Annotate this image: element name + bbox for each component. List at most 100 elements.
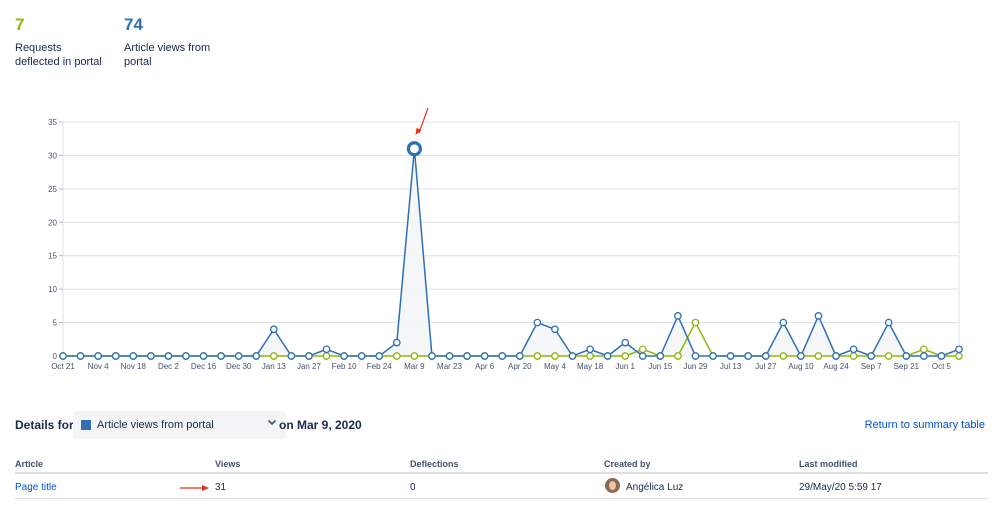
stat-label-line: Requests bbox=[15, 42, 62, 54]
data-point-views[interactable] bbox=[691, 352, 700, 360]
views-area bbox=[63, 148, 959, 356]
data-point-views[interactable] bbox=[902, 352, 911, 360]
x-tick-label: Jan 13 bbox=[262, 362, 287, 371]
data-point-views[interactable] bbox=[920, 352, 928, 360]
data-point-views[interactable] bbox=[709, 352, 717, 360]
x-tick-label: Oct 5 bbox=[932, 362, 952, 371]
data-point-deflected[interactable] bbox=[814, 352, 823, 360]
y-tick-label: 20 bbox=[48, 218, 57, 227]
data-point-views[interactable] bbox=[463, 352, 471, 360]
data-point-views[interactable] bbox=[146, 352, 155, 360]
x-tick-label: May 18 bbox=[577, 362, 604, 371]
data-point-views[interactable] bbox=[164, 352, 173, 360]
x-tick-label: Apr 20 bbox=[508, 362, 532, 371]
details-row: Details for Article views from portal on… bbox=[15, 410, 985, 440]
data-point-views[interactable] bbox=[726, 352, 735, 360]
x-tick-label: Dec 16 bbox=[191, 362, 217, 371]
highlighted-data-point[interactable] bbox=[406, 141, 422, 157]
x-tick-label: Oct 21 bbox=[51, 362, 75, 371]
data-point-views[interactable] bbox=[515, 352, 524, 360]
data-point-deflected[interactable] bbox=[392, 352, 401, 360]
data-point-deflected[interactable] bbox=[533, 352, 542, 360]
x-tick-label: Jul 13 bbox=[720, 362, 742, 371]
data-point-views[interactable] bbox=[59, 352, 67, 360]
data-point-views[interactable] bbox=[480, 352, 489, 360]
x-tick-label: Jan 27 bbox=[297, 362, 322, 371]
data-point-views[interactable] bbox=[779, 318, 788, 327]
data-point-views[interactable] bbox=[445, 352, 454, 360]
data-point-views[interactable] bbox=[551, 325, 559, 334]
x-tick-label: Jul 27 bbox=[755, 362, 777, 371]
data-point-views[interactable] bbox=[111, 352, 120, 360]
data-point-views[interactable] bbox=[797, 352, 805, 360]
data-point-deflected[interactable] bbox=[551, 352, 559, 360]
data-point-views[interactable] bbox=[428, 352, 436, 360]
data-point-views[interactable] bbox=[234, 352, 243, 360]
x-tick-label: Sep 7 bbox=[861, 362, 882, 371]
data-point-views[interactable] bbox=[955, 345, 963, 354]
data-point-deflected[interactable] bbox=[586, 352, 594, 360]
data-point-deflected[interactable] bbox=[691, 318, 700, 327]
data-point-views[interactable] bbox=[849, 345, 858, 354]
data-point-views[interactable] bbox=[568, 352, 577, 360]
data-point-views[interactable] bbox=[937, 352, 946, 360]
column-header-last-modified[interactable]: Last modified bbox=[799, 459, 858, 469]
data-point-views[interactable] bbox=[129, 352, 138, 360]
data-point-views[interactable] bbox=[814, 312, 823, 320]
data-point-deflected[interactable] bbox=[269, 352, 278, 360]
stat-value: 7 bbox=[15, 15, 25, 34]
x-tick-label: Nov 4 bbox=[88, 362, 109, 371]
plot-frame bbox=[62, 121, 960, 357]
data-point-views[interactable] bbox=[252, 352, 261, 360]
stat-requests-deflected: 7 Requests deflected in portal bbox=[15, 14, 102, 69]
stat-label-line: deflected in portal bbox=[15, 55, 102, 68]
data-point-views[interactable] bbox=[357, 352, 366, 360]
data-point-deflected[interactable] bbox=[955, 352, 963, 360]
series-select[interactable]: Article views from portal bbox=[73, 411, 286, 439]
deflections-value: 0 bbox=[410, 482, 416, 493]
x-tick-label: Dec 30 bbox=[226, 362, 252, 371]
data-point-views[interactable] bbox=[867, 352, 876, 360]
data-point-views[interactable] bbox=[638, 352, 647, 360]
data-point-views[interactable] bbox=[832, 352, 840, 360]
data-point-views[interactable] bbox=[656, 352, 665, 360]
data-point-views[interactable] bbox=[182, 352, 190, 360]
data-point-views[interactable] bbox=[305, 352, 313, 360]
data-point-deflected[interactable] bbox=[920, 345, 928, 354]
data-point-views[interactable] bbox=[586, 345, 594, 354]
x-tick-label: Mar 23 bbox=[437, 362, 462, 371]
data-point-views[interactable] bbox=[533, 318, 542, 327]
data-point-deflected[interactable] bbox=[674, 352, 682, 360]
data-point-views[interactable] bbox=[884, 318, 893, 327]
article-link[interactable]: Page title bbox=[15, 482, 57, 493]
data-point-views[interactable] bbox=[217, 352, 225, 360]
data-point-views[interactable] bbox=[603, 352, 612, 360]
data-point-views[interactable] bbox=[287, 352, 296, 360]
data-point-views[interactable] bbox=[674, 312, 682, 320]
data-point-views[interactable] bbox=[76, 352, 85, 360]
data-point-views[interactable] bbox=[621, 338, 630, 347]
return-to-summary-link[interactable]: Return to summary table bbox=[864, 419, 985, 431]
y-tick-label: 35 bbox=[48, 118, 57, 127]
data-point-views[interactable] bbox=[269, 325, 278, 334]
data-point-deflected[interactable] bbox=[638, 345, 647, 354]
data-point-views[interactable] bbox=[340, 352, 348, 360]
column-header-views[interactable]: Views bbox=[215, 459, 241, 469]
data-point-views[interactable] bbox=[761, 352, 770, 360]
column-header-created-by[interactable]: Created by bbox=[604, 459, 651, 469]
data-point-deflected[interactable] bbox=[322, 352, 331, 360]
data-point-views[interactable] bbox=[199, 352, 208, 360]
data-point-deflected[interactable] bbox=[410, 352, 419, 360]
data-point-views[interactable] bbox=[744, 352, 753, 360]
data-point-deflected[interactable] bbox=[621, 352, 630, 360]
column-header-deflections[interactable]: Deflections bbox=[410, 459, 459, 469]
data-point-views[interactable] bbox=[322, 345, 331, 354]
data-point-views[interactable] bbox=[375, 352, 384, 360]
data-point-deflected[interactable] bbox=[884, 352, 893, 360]
data-point-views[interactable] bbox=[392, 338, 401, 347]
data-point-views[interactable] bbox=[498, 352, 507, 360]
data-point-deflected[interactable] bbox=[779, 352, 788, 360]
data-point-views[interactable] bbox=[94, 352, 102, 360]
data-point-deflected[interactable] bbox=[849, 352, 858, 360]
column-header-article[interactable]: Article bbox=[15, 459, 44, 469]
